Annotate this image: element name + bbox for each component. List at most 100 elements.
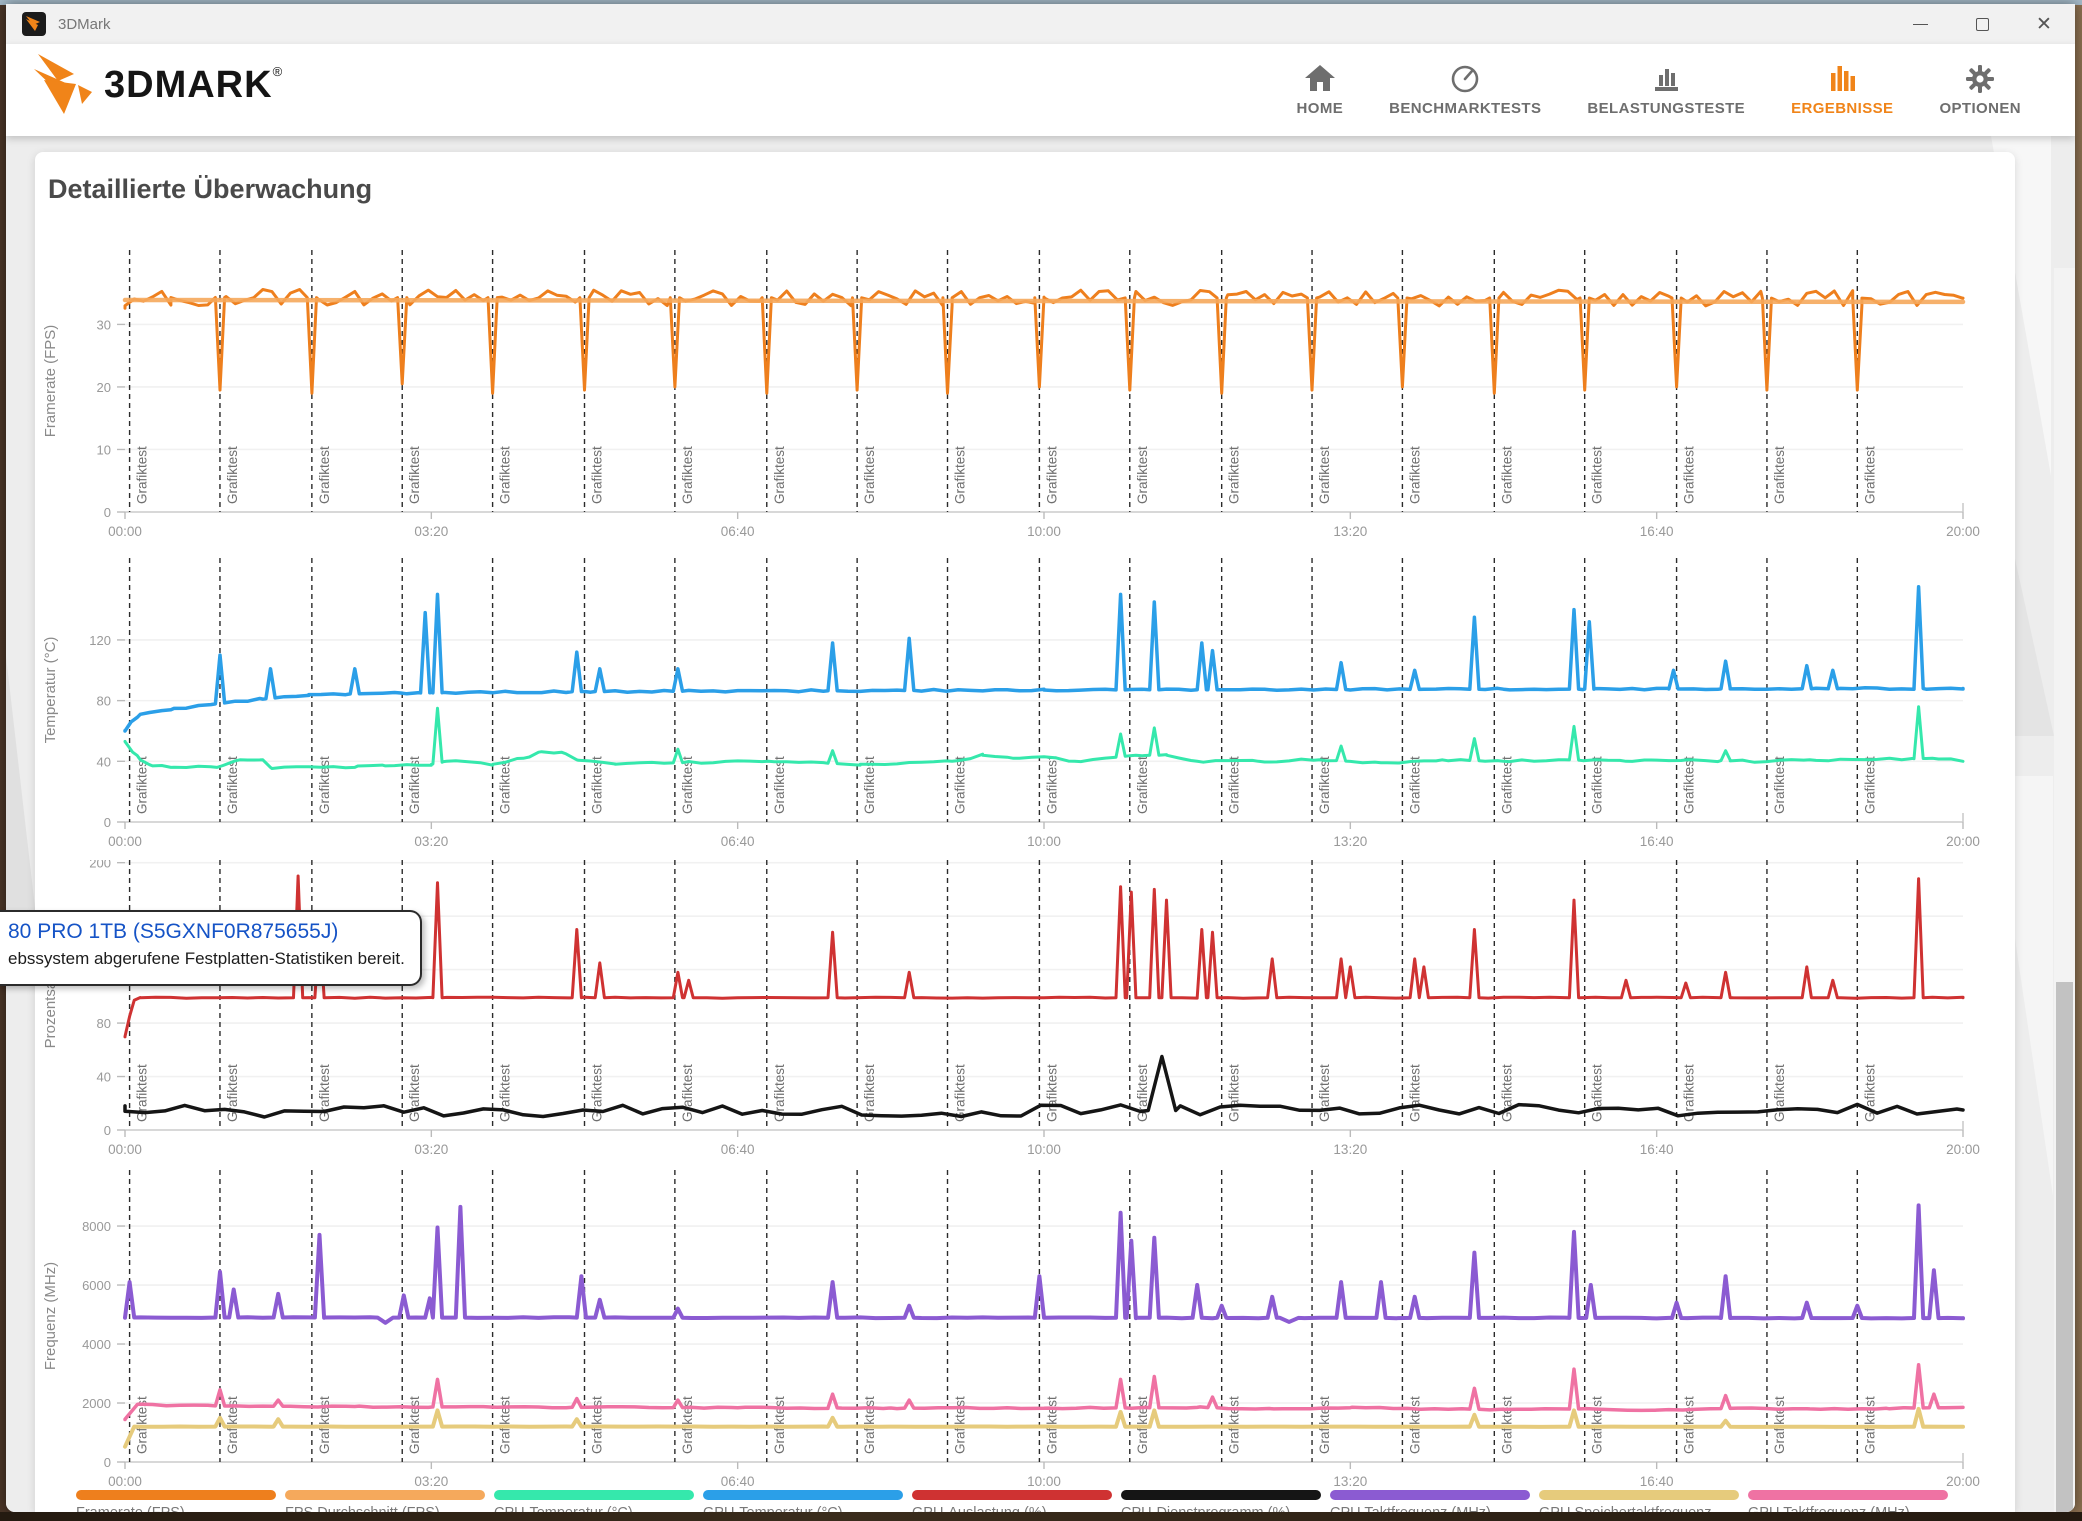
- legend-label: CPU Taktfrequenz (MHz): [1330, 1505, 1539, 1512]
- series-gpu-temperatur-c-: [123, 585, 1965, 733]
- grafiktest-marker-label: Grafiktest: [1590, 756, 1605, 814]
- svg-text:00:00: 00:00: [108, 1142, 142, 1157]
- svg-text:03:20: 03:20: [414, 1474, 448, 1489]
- app-window: 3DMark ✕ 3DMARK ® HOME BENCHMARKTESTS BELAS…: [6, 4, 2075, 1512]
- svg-text:13:20: 13:20: [1333, 524, 1367, 539]
- grafiktest-marker-label: Grafiktest: [1682, 446, 1697, 504]
- grafiktest-marker-label: Grafiktest: [1317, 1064, 1332, 1122]
- grafiktest-marker-label: Grafiktest: [953, 1064, 968, 1122]
- content-area: Detaillierte Überwachung 0 10 20 30 00:00 03:…: [6, 136, 2075, 1512]
- svg-text:4000: 4000: [82, 1337, 111, 1352]
- legend-item: GPU-Temperatur (°C): [703, 1490, 912, 1512]
- app-icon-starburst: [26, 16, 40, 31]
- grafiktest-marker-label: Grafiktest: [1317, 756, 1332, 814]
- vertical-scrollbar[interactable]: ▼: [2054, 268, 2075, 1512]
- legend-label: FPS Durchschnitt (FPS): [285, 1505, 494, 1512]
- series-framerate-fps-: [123, 288, 1965, 395]
- minimize-button[interactable]: [1889, 4, 1951, 44]
- logo-text: 3DMARK: [104, 63, 273, 106]
- svg-text:20:00: 20:00: [1946, 834, 1980, 849]
- logo-registered-mark: ®: [272, 63, 283, 79]
- series-gpu-speichertaktfrequenz: [123, 1406, 1965, 1449]
- svg-text:06:40: 06:40: [721, 524, 755, 539]
- nav-item-home[interactable]: HOME: [1297, 63, 1344, 117]
- notification-title: 80 PRO 1TB (S5GXNF0R875655J): [8, 920, 339, 943]
- y-axis-label: Frequenz (MHz): [42, 1262, 59, 1370]
- svg-text:80: 80: [97, 694, 111, 709]
- legend-swatch: [285, 1490, 485, 1500]
- desktop-edge-top: [0, 0, 2082, 5]
- grafiktest-marker-label: Grafiktest: [1590, 446, 1605, 504]
- grafiktest-marker-label: Grafiktest: [862, 446, 877, 504]
- grafiktest-marker-label: Grafiktest: [772, 756, 787, 814]
- grafiktest-marker-label: Grafiktest: [1044, 756, 1059, 814]
- legend-swatch: [76, 1490, 276, 1500]
- utilization-chart: 0408012016020000:0003:2006:4010:0013:201…: [42, 860, 1980, 1157]
- svg-text:20:00: 20:00: [1946, 524, 1980, 539]
- grafiktest-marker-label: Grafiktest: [407, 1064, 422, 1122]
- home-icon: [1304, 65, 1335, 91]
- navbar: 3DMARK ® HOME BENCHMARKTESTS BELASTUNGSTEST…: [6, 44, 2075, 136]
- nav-item-belastungsteste[interactable]: BELASTUNGSTESTE: [1587, 63, 1745, 117]
- legend-item: CPU-Dienstprogramm (%): [1121, 1490, 1330, 1512]
- maximize-button[interactable]: [1951, 4, 2013, 44]
- nav-menu: HOME BENCHMARKTESTS BELASTUNGSTESTE ERGEBNI…: [1297, 44, 2021, 136]
- grafiktest-marker-label: Grafiktest: [1499, 446, 1514, 504]
- svg-text:30: 30: [97, 317, 111, 332]
- svg-text:13:20: 13:20: [1333, 1474, 1367, 1489]
- grafiktest-marker-label: Grafiktest: [680, 756, 695, 814]
- temperature-chart: 0 40 80 120 00:00 03:20 06:40 10:00 13:20 16:40 20…: [42, 558, 1980, 849]
- series-gpu-auslastung-: [123, 874, 1965, 1039]
- brand-logo[interactable]: 3DMARK ®: [34, 54, 282, 116]
- legend-label: CPU-Dienstprogramm (%): [1121, 1505, 1330, 1512]
- nav-item-label: HOME: [1296, 100, 1344, 117]
- grafiktest-marker-label: Grafiktest: [317, 756, 332, 814]
- legend-item: GPU-Auslastung (%): [912, 1490, 1121, 1512]
- grafiktest-marker-label: Grafiktest: [1862, 446, 1877, 504]
- svg-text:00:00: 00:00: [108, 1474, 142, 1489]
- svg-text:06:40: 06:40: [721, 1474, 755, 1489]
- nav-item-ergebnisse[interactable]: ERGEBNISSE: [1791, 63, 1893, 117]
- series-gpu-taktfrequenz-mhz-: [123, 1362, 1965, 1422]
- chart-legend: Framerate (FPS)FPS Durchschnitt (FPS)CPU…: [76, 1490, 1957, 1512]
- grafiktest-marker-label: Grafiktest: [1317, 446, 1332, 504]
- svg-text:16:40: 16:40: [1640, 1474, 1674, 1489]
- scrollbar-thumb[interactable]: [2056, 982, 2073, 1512]
- legend-swatch: [1748, 1490, 1948, 1500]
- legend-label: GPU-Auslastung (%): [912, 1505, 1121, 1512]
- grafiktest-marker-label: Grafiktest: [680, 446, 695, 504]
- grafiktest-marker-label: Grafiktest: [1227, 1064, 1242, 1122]
- svg-text:10: 10: [97, 442, 111, 457]
- disk-notification-popup[interactable]: 80 PRO 1TB (S5GXNF0R875655J) ebssystem a…: [0, 910, 422, 986]
- window-controls: ✕: [1889, 4, 2075, 44]
- grafiktest-marker-label: Grafiktest: [1135, 446, 1150, 504]
- nav-item-label: ERGEBNISSE: [1791, 100, 1894, 117]
- grafiktest-marker-label: Grafiktest: [317, 446, 332, 504]
- grafiktest-marker-label: Grafiktest: [1772, 756, 1787, 814]
- nav-item-optionen[interactable]: OPTIONEN: [1939, 63, 2021, 117]
- svg-text:0: 0: [104, 1455, 111, 1470]
- grafiktest-marker-label: Grafiktest: [772, 1064, 787, 1122]
- grafiktest-marker-label: Grafiktest: [1407, 1064, 1422, 1122]
- grafiktest-marker-label: Grafiktest: [1682, 756, 1697, 814]
- legend-swatch: [1539, 1490, 1739, 1500]
- nav-item-benchmarktests[interactable]: BENCHMARKTESTS: [1389, 63, 1541, 117]
- series-cpu-temperatur-c-: [123, 705, 1965, 770]
- legend-swatch: [494, 1490, 694, 1500]
- svg-text:120: 120: [89, 633, 111, 648]
- svg-text:06:40: 06:40: [721, 1142, 755, 1157]
- svg-text:20:00: 20:00: [1946, 1142, 1980, 1157]
- grafiktest-marker-label: Grafiktest: [1135, 756, 1150, 814]
- legend-swatch: [912, 1490, 1112, 1500]
- svg-text:0: 0: [104, 815, 111, 830]
- svg-text:20: 20: [97, 380, 111, 395]
- grafiktest-marker-label: Grafiktest: [407, 756, 422, 814]
- legend-item: GPU Speichertaktfrequenz: [1539, 1490, 1748, 1512]
- grafiktest-marker-label: Grafiktest: [225, 756, 240, 814]
- close-button[interactable]: ✕: [2013, 4, 2075, 44]
- grafiktest-marker-label: Grafiktest: [1499, 756, 1514, 814]
- grafiktest-marker-label: Grafiktest: [862, 756, 877, 814]
- page-title: Detaillierte Überwachung: [48, 174, 373, 204]
- legend-item: GPU Taktfrequenz (MHz): [1748, 1490, 1957, 1512]
- grafiktest-marker-label: Grafiktest: [590, 446, 605, 504]
